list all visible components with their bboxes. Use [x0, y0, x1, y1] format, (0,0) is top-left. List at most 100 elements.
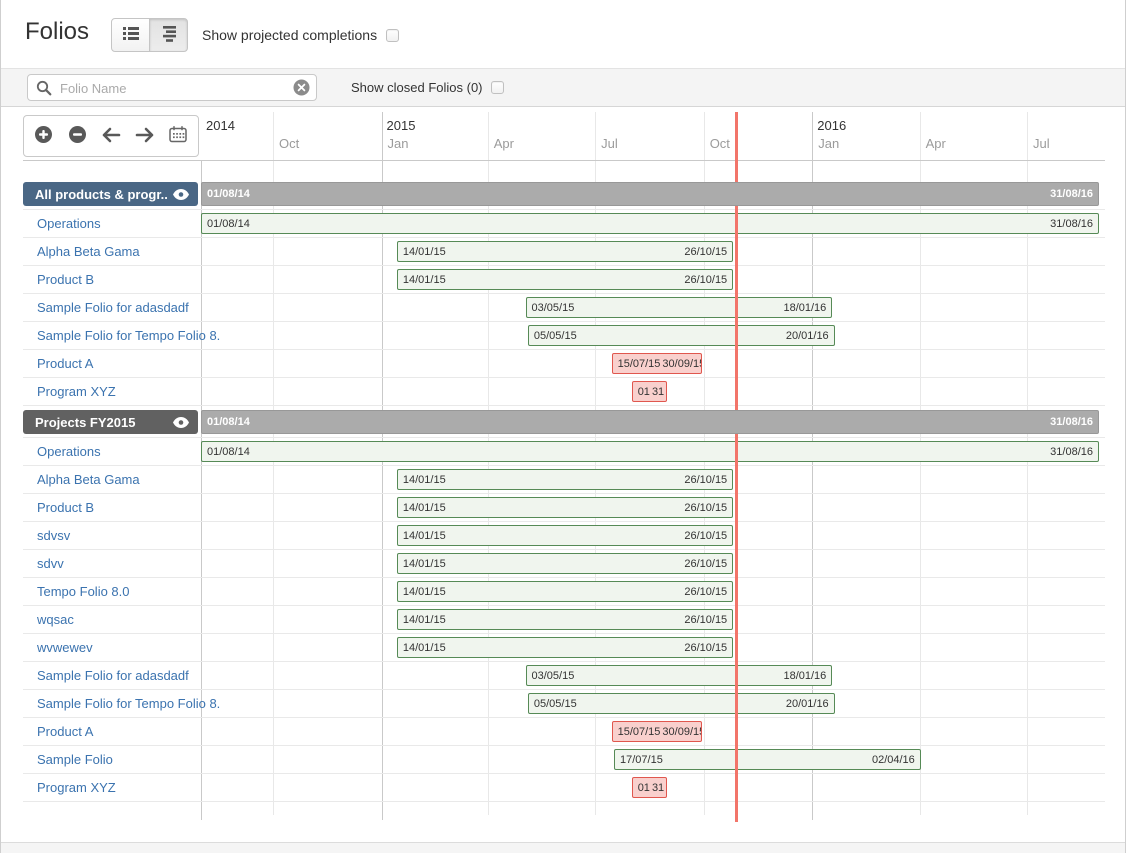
- row-separator: [23, 745, 1105, 746]
- folio-name-link[interactable]: Product A: [37, 724, 94, 739]
- bar-end-date: 18/01/16: [783, 301, 827, 314]
- group-name: All products & progr...: [35, 186, 167, 202]
- folio-gantt-bar[interactable]: 01 31: [631, 381, 668, 402]
- bar-start-date: 01/08/14: [207, 217, 250, 230]
- grid-line: [919, 112, 921, 815]
- folio-name-link[interactable]: Program XYZ: [37, 780, 116, 795]
- folio-gantt-bar[interactable]: 14/01/15 26/10/15: [396, 637, 734, 658]
- view-toggle-group: [111, 18, 188, 52]
- folio-gantt-bar[interactable]: 14/01/15 26/10/15: [396, 609, 734, 630]
- bar-start-date: 03/05/15: [531, 301, 575, 314]
- scroll-left-button[interactable]: [97, 122, 125, 150]
- folio-gantt-bar[interactable]: 17/07/15 02/04/16: [614, 749, 921, 770]
- folio-name-link[interactable]: Sample Folio for adasdadf: [37, 300, 189, 315]
- bottom-scrollbar-track[interactable]: [1, 842, 1125, 853]
- eye-icon[interactable]: [173, 416, 189, 428]
- row-separator: [23, 265, 1105, 266]
- folio-name-link[interactable]: Product B: [37, 272, 95, 287]
- folio-gantt-bar[interactable]: 15/07/15 30/09/15: [611, 721, 703, 742]
- folio-name-link[interactable]: Operations: [37, 444, 101, 459]
- bar-start-date: 01: [637, 385, 650, 398]
- list-view-icon: [121, 25, 141, 45]
- bar-end-date: 31/08/16: [1050, 416, 1093, 428]
- folio-name-link[interactable]: Product A: [37, 356, 94, 371]
- folio-name-link[interactable]: Product B: [37, 500, 95, 515]
- folio-name-link[interactable]: Program XYZ: [37, 384, 116, 399]
- show-projected-completions: Show projected completions: [202, 27, 400, 43]
- group-summary-bar[interactable]: 01/08/14 31/08/16: [201, 410, 1099, 434]
- folio-name-link[interactable]: Sample Folio: [37, 752, 113, 767]
- grid-line: [812, 112, 814, 820]
- bar-end-date: 26/10/15: [684, 613, 728, 626]
- folio-gantt-bar[interactable]: 03/05/15 18/01/16: [525, 665, 833, 686]
- bar-start-date: 01/08/14: [207, 188, 250, 200]
- zoom-in-button[interactable]: [30, 122, 58, 150]
- clear-icon: [293, 79, 310, 96]
- bar-start-date: 01/08/14: [207, 445, 250, 458]
- bar-end-date: 26/10/15: [684, 641, 728, 654]
- folio-name-link[interactable]: Operations: [37, 216, 101, 231]
- eye-icon[interactable]: [173, 188, 189, 200]
- folio-gantt-bar[interactable]: 14/01/15 26/10/15: [396, 469, 734, 490]
- show-closed-folios: Show closed Folios (0): [351, 69, 504, 106]
- bar-end-date: 31/08/16: [1050, 188, 1093, 200]
- grid-line: [381, 112, 383, 820]
- bar-start-date: 15/07/15: [617, 357, 661, 370]
- bar-start-date: 14/01/15: [402, 613, 446, 626]
- folio-gantt-bar[interactable]: 14/01/15 26/10/15: [396, 525, 734, 546]
- row-separator: [23, 465, 1105, 466]
- row-separator: [23, 377, 1105, 378]
- row-separator: [23, 549, 1105, 550]
- folio-name-link[interactable]: wqsac: [37, 612, 74, 627]
- bar-end-date: 30/09/15: [662, 725, 703, 738]
- timeline-year-label: 2016: [817, 118, 847, 133]
- timeline-header-divider: [23, 160, 1105, 161]
- folio-gantt-bar[interactable]: 01 31: [631, 777, 668, 798]
- scroll-right-button[interactable]: [131, 122, 159, 150]
- bar-start-date: 01/08/14: [207, 416, 250, 428]
- timeline-month-label: Apr: [925, 136, 946, 151]
- folio-gantt-bar[interactable]: 14/01/15 26/10/15: [396, 269, 734, 290]
- goto-date-button[interactable]: [164, 122, 192, 150]
- row-separator: [23, 521, 1105, 522]
- clear-search-button[interactable]: [293, 79, 310, 96]
- folio-gantt-bar[interactable]: 15/07/15 30/09/15: [611, 353, 703, 374]
- bar-end-date: 31/08/16: [1050, 217, 1093, 230]
- folio-gantt-bar[interactable]: 01/08/14 31/08/16: [201, 213, 1099, 234]
- show-projected-checkbox[interactable]: [386, 28, 400, 42]
- bar-end-date: 20/01/16: [785, 329, 829, 342]
- folio-gantt-bar[interactable]: 14/01/15 26/10/15: [396, 581, 734, 602]
- folio-name-link[interactable]: sdvsv: [37, 528, 71, 543]
- list-view-button[interactable]: [111, 18, 150, 52]
- row-separator: [23, 773, 1105, 774]
- folio-gantt-bar[interactable]: 01/08/14 31/08/16: [201, 441, 1099, 462]
- folio-name-link[interactable]: sdvv: [37, 556, 64, 571]
- grid-line: [273, 112, 274, 815]
- group-header-label[interactable]: All products & progr...: [23, 182, 198, 206]
- folio-gantt-bar[interactable]: 14/01/15 26/10/15: [396, 241, 734, 262]
- bar-start-date: 03/05/15: [531, 669, 575, 682]
- folio-search-input[interactable]: [58, 76, 292, 101]
- folio-gantt-bar[interactable]: 14/01/15 26/10/15: [396, 553, 734, 574]
- arrow-right-icon: [135, 127, 155, 146]
- folio-gantt-bar[interactable]: 05/05/15 20/01/16: [527, 325, 835, 346]
- row-separator: [23, 209, 1105, 210]
- zoom-out-button[interactable]: [63, 122, 91, 150]
- folio-gantt-bar[interactable]: 05/05/15 20/01/16: [527, 693, 835, 714]
- folio-name-link[interactable]: Alpha Beta Gama: [37, 472, 140, 487]
- timeline-view-button[interactable]: [149, 18, 188, 52]
- folio-name-link[interactable]: Sample Folio for adasdadf: [37, 668, 189, 683]
- folio-name-link[interactable]: Sample Folio for Tempo Folio 8.: [37, 328, 221, 343]
- bar-start-date: 14/01/15: [402, 501, 446, 514]
- folio-name-link[interactable]: Sample Folio for Tempo Folio 8.: [37, 696, 221, 711]
- zoom-in-icon: [34, 125, 53, 147]
- show-closed-checkbox[interactable]: [490, 81, 504, 94]
- folio-name-link[interactable]: Alpha Beta Gama: [37, 244, 140, 259]
- folio-name-link[interactable]: wvwewev: [37, 640, 93, 655]
- folio-name-link[interactable]: Tempo Folio 8.0: [37, 584, 130, 599]
- group-header-label[interactable]: Projects FY2015: [23, 410, 198, 434]
- timeline-year-label: 2014: [206, 118, 235, 133]
- group-summary-bar[interactable]: 01/08/14 31/08/16: [201, 182, 1099, 206]
- folio-gantt-bar[interactable]: 14/01/15 26/10/15: [396, 497, 734, 518]
- folio-gantt-bar[interactable]: 03/05/15 18/01/16: [525, 297, 833, 318]
